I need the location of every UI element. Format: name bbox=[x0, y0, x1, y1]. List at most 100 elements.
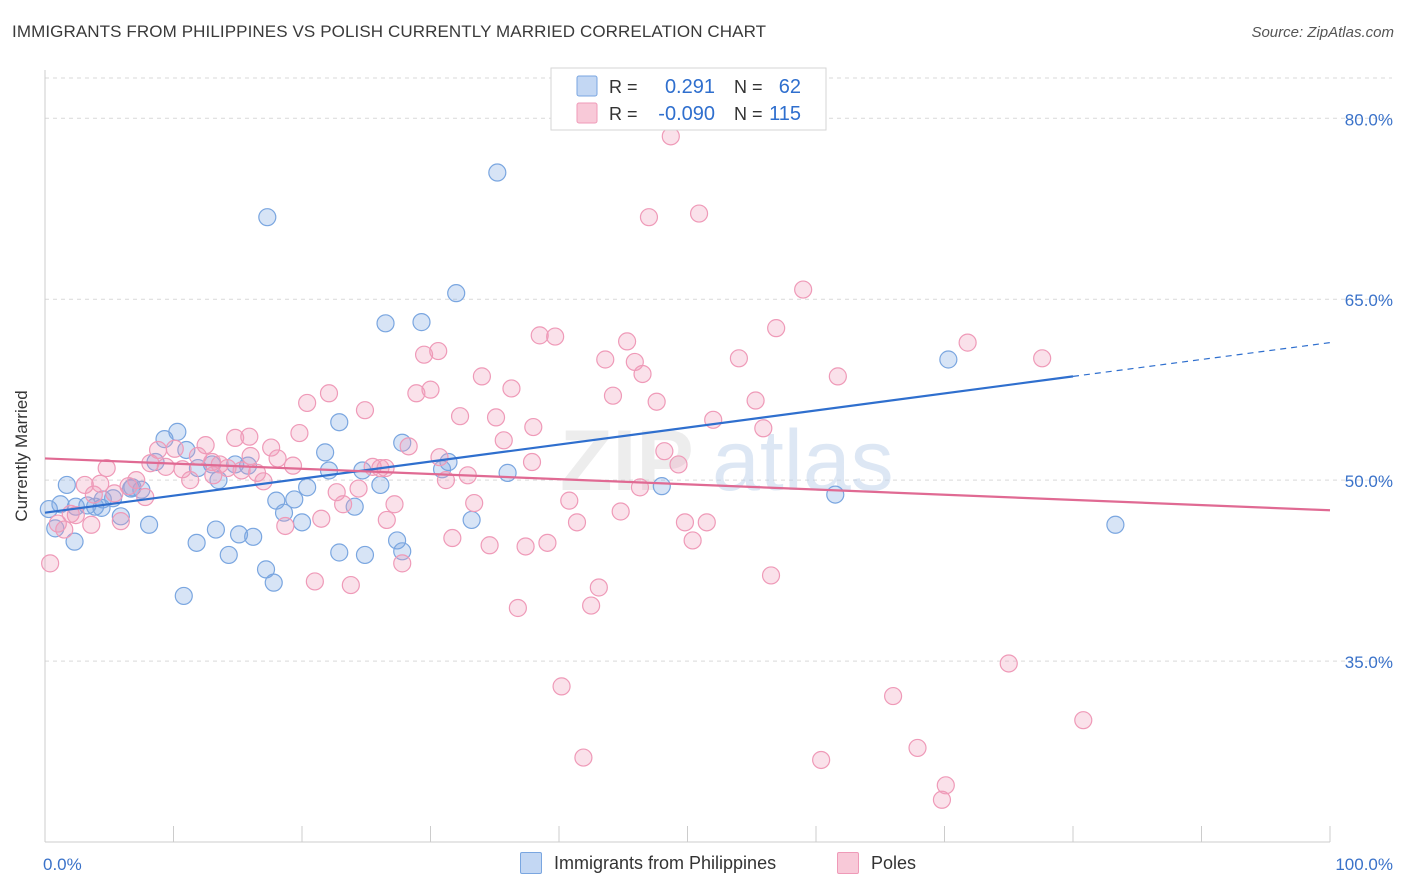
point-philippines-0 bbox=[39, 499, 58, 519]
point-poles-88 bbox=[689, 204, 709, 223]
point-poles-59 bbox=[480, 536, 499, 555]
point-poles-72 bbox=[574, 748, 593, 767]
point-philippines-45 bbox=[229, 525, 249, 544]
point-philippines-24 bbox=[292, 513, 312, 532]
point-philippines-56 bbox=[826, 485, 845, 504]
point-poles-109 bbox=[202, 452, 222, 472]
legend-swatch-philippines bbox=[576, 75, 598, 97]
point-philippines-58 bbox=[1106, 515, 1125, 534]
point-poles-36 bbox=[312, 509, 331, 528]
point-poles-61 bbox=[494, 431, 513, 450]
legend-r-value-1: 0.291 bbox=[665, 76, 715, 98]
point-poles-92 bbox=[746, 391, 765, 410]
point-philippines-26 bbox=[316, 443, 335, 462]
point-poles-73 bbox=[582, 596, 601, 615]
legend-n-label-1: N = bbox=[734, 77, 763, 97]
point-poles-28 bbox=[254, 472, 273, 491]
trend-line-philippines bbox=[44, 375, 1074, 514]
point-poles-86 bbox=[675, 513, 695, 532]
point-philippines-29 bbox=[345, 497, 364, 516]
legend-top: R = 0.291 N = 62 R = -0.090 N = 115 bbox=[550, 67, 827, 131]
point-poles-100 bbox=[908, 738, 927, 758]
point-philippines-38 bbox=[488, 163, 507, 182]
point-poles-113 bbox=[522, 452, 542, 472]
legend-n-label-2: N = bbox=[734, 104, 763, 124]
point-poles-80 bbox=[633, 364, 652, 384]
point-philippines-41 bbox=[65, 532, 84, 551]
point-poles-112 bbox=[430, 448, 449, 467]
y-tick-label-1: 50.0% bbox=[1345, 472, 1393, 491]
point-poles-77 bbox=[611, 502, 630, 521]
legend-swatch-poles-bottom bbox=[837, 852, 859, 874]
point-philippines-44 bbox=[219, 545, 238, 565]
x-tick-label-0: 0.0% bbox=[43, 855, 82, 874]
point-philippines-50 bbox=[330, 543, 349, 562]
point-philippines-49 bbox=[174, 586, 193, 606]
point-poles-65 bbox=[524, 417, 543, 437]
point-poles-95 bbox=[767, 319, 786, 338]
point-philippines-14 bbox=[177, 440, 196, 460]
point-philippines-20 bbox=[258, 208, 277, 227]
point-poles-8 bbox=[105, 484, 124, 503]
point-poles-75 bbox=[596, 350, 615, 369]
point-poles-87 bbox=[683, 531, 702, 550]
point-poles-55 bbox=[450, 407, 470, 426]
legend-r-label-2: R = bbox=[609, 104, 638, 124]
point-poles-16 bbox=[165, 439, 184, 458]
legend-label-philippines: Immigrants from Philippines bbox=[554, 852, 777, 873]
point-poles-69 bbox=[552, 677, 571, 696]
point-poles-81 bbox=[639, 208, 659, 227]
point-poles-66 bbox=[530, 326, 549, 345]
point-poles-35 bbox=[305, 572, 324, 591]
point-poles-99 bbox=[883, 686, 903, 706]
point-poles-2 bbox=[55, 520, 74, 539]
point-poles-68 bbox=[546, 327, 565, 346]
legend-r-value-2: -0.090 bbox=[658, 103, 715, 125]
legend-swatch-philippines-bottom bbox=[520, 852, 542, 874]
point-poles-9 bbox=[111, 512, 130, 531]
point-philippines-39 bbox=[498, 463, 517, 482]
point-poles-39 bbox=[334, 495, 353, 514]
point-poles-104 bbox=[999, 654, 1018, 673]
y-tick-label-3: 80.0% bbox=[1345, 110, 1393, 129]
point-poles-46 bbox=[385, 495, 404, 514]
point-philippines-43 bbox=[206, 520, 226, 539]
point-poles-58 bbox=[472, 367, 491, 386]
point-poles-71 bbox=[567, 513, 587, 532]
point-poles-103 bbox=[958, 333, 977, 352]
point-poles-0 bbox=[41, 554, 60, 573]
trend-line-philippines-extension bbox=[1072, 342, 1331, 377]
point-poles-15 bbox=[156, 457, 175, 476]
point-poles-48 bbox=[399, 437, 418, 456]
point-poles-7 bbox=[97, 458, 116, 478]
point-poles-50 bbox=[414, 345, 434, 364]
point-poles-110 bbox=[241, 446, 260, 466]
point-poles-52 bbox=[429, 341, 448, 361]
point-poles-23 bbox=[218, 458, 237, 478]
trend-line-poles bbox=[44, 457, 1331, 512]
point-poles-60 bbox=[486, 408, 506, 427]
point-poles-82 bbox=[647, 392, 666, 411]
legend-label-poles: Poles bbox=[871, 852, 917, 873]
point-poles-96 bbox=[794, 280, 813, 299]
point-poles-91 bbox=[729, 349, 749, 368]
legend-bottom: Immigrants from Philippines Poles bbox=[0, 852, 1406, 878]
point-poles-51 bbox=[421, 380, 440, 399]
point-poles-33 bbox=[290, 423, 309, 443]
point-poles-108 bbox=[82, 515, 101, 534]
point-poles-105 bbox=[1033, 349, 1052, 368]
point-philippines-48 bbox=[264, 573, 283, 592]
chart-title: IMMIGRANTS FROM PHILIPPINES VS POLISH CU… bbox=[12, 22, 767, 41]
point-philippines-28 bbox=[330, 413, 349, 432]
point-poles-47 bbox=[393, 554, 412, 573]
point-poles-93 bbox=[754, 419, 773, 438]
point-poles-11 bbox=[127, 471, 146, 490]
point-poles-62 bbox=[502, 379, 521, 398]
point-poles-37 bbox=[319, 384, 339, 403]
point-poles-85 bbox=[669, 455, 688, 474]
point-poles-54 bbox=[443, 528, 462, 548]
point-poles-45 bbox=[377, 510, 396, 530]
legend-item-poles: Poles bbox=[837, 852, 916, 874]
point-philippines-23 bbox=[285, 490, 304, 509]
point-poles-21 bbox=[204, 466, 223, 485]
